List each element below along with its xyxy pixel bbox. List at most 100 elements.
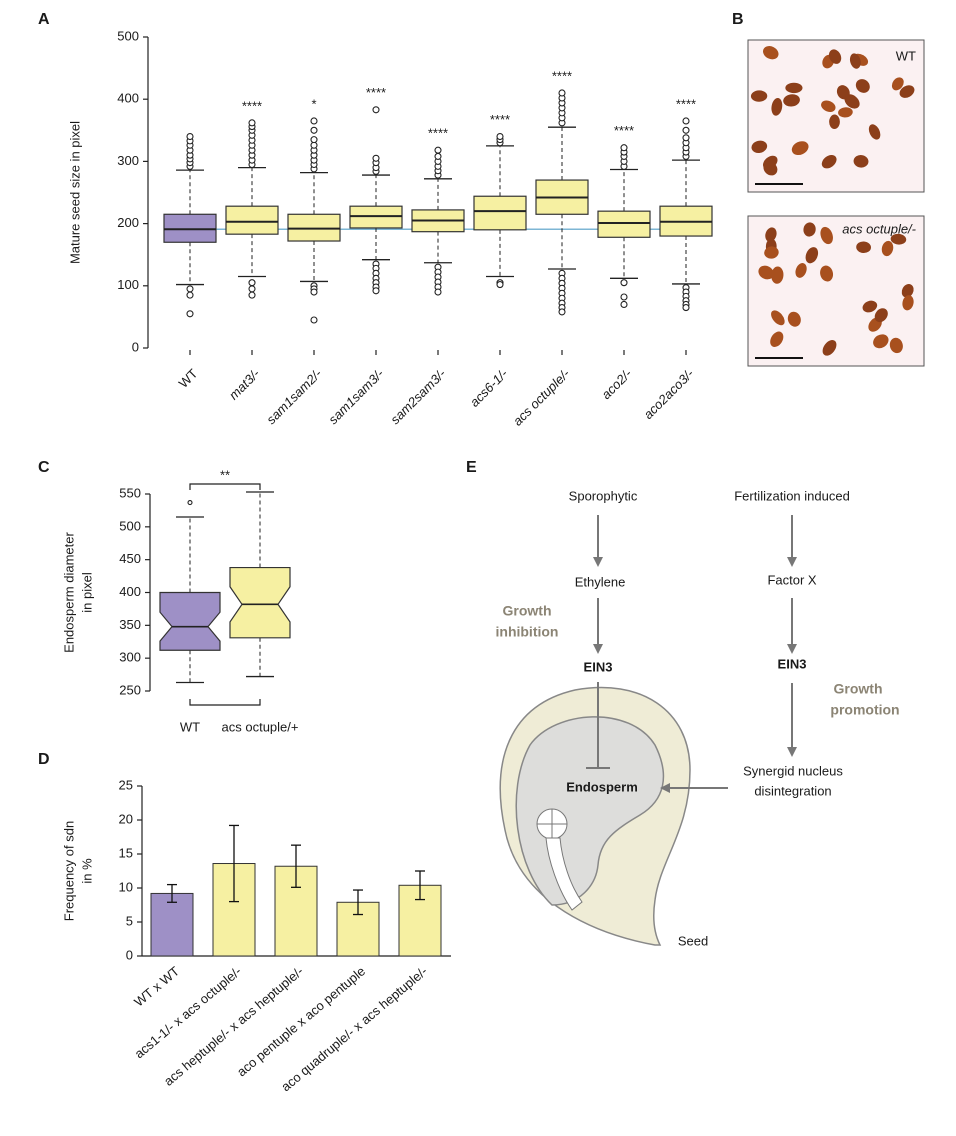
outlier (434, 146, 442, 154)
seed (758, 265, 774, 280)
seed-images (747, 39, 925, 367)
seed (889, 337, 903, 354)
node-label: Sporophytic (569, 488, 638, 503)
box (597, 210, 651, 238)
seed (821, 154, 837, 169)
seed (868, 124, 881, 140)
y-axis-label: in % (79, 858, 94, 884)
seed (771, 266, 784, 284)
x-tick-label: aco pentuple x aco pentuple (234, 963, 368, 1079)
node-label: EIN3 (584, 659, 613, 674)
y-tick-label: 10 (119, 879, 133, 894)
seed (881, 240, 894, 257)
seed (803, 222, 816, 237)
seed (844, 94, 860, 109)
outlier (372, 154, 380, 162)
outlier (558, 308, 566, 316)
outlier (372, 106, 380, 114)
seed (751, 140, 768, 154)
effect-label: Growth (503, 603, 552, 619)
y-tick-label: 500 (117, 28, 139, 43)
seed (874, 308, 888, 323)
y-tick-label: 300 (119, 650, 141, 665)
outlier (682, 134, 690, 142)
outlier (310, 316, 318, 324)
y-axis-label: in pixel (79, 572, 94, 613)
seed (820, 265, 834, 282)
outlier (248, 279, 256, 287)
outlier (372, 287, 380, 295)
seed (770, 331, 784, 347)
significance: **** (552, 68, 572, 83)
x-tick-label: mat3/- (226, 365, 263, 402)
outlier (186, 310, 194, 318)
outlier (620, 144, 628, 152)
box (229, 566, 291, 639)
image-label: acs octuple/- (842, 221, 916, 236)
panel-label: D (38, 751, 50, 768)
seed (862, 300, 878, 313)
outlier (186, 291, 194, 299)
effect-label: inhibition (496, 624, 559, 640)
y-tick-label: 5 (126, 913, 133, 928)
x-tick-label: WT (180, 719, 200, 734)
significance: * (311, 96, 316, 111)
seed (822, 340, 837, 356)
y-tick-label: 300 (117, 153, 139, 168)
seed (891, 77, 904, 91)
y-tick-label: 0 (132, 339, 139, 354)
seed (763, 161, 778, 176)
x-tick-label: sam2sam3/- (387, 365, 449, 427)
significance: **** (242, 98, 262, 113)
y-tick-label: 350 (119, 617, 141, 632)
group-bracket (189, 699, 261, 706)
y-tick-label: 400 (117, 91, 139, 106)
significance: **** (490, 112, 510, 127)
outlier (620, 300, 628, 309)
y-axis-label: Endosperm diameter (61, 531, 76, 652)
seed (899, 85, 915, 98)
effect-label: Growth (834, 681, 883, 697)
y-tick-label: 450 (119, 551, 141, 566)
x-tick-label: aco2/- (598, 365, 635, 402)
node-label: disintegration (754, 783, 831, 798)
y-tick-label: 200 (117, 215, 139, 230)
significance: **** (366, 85, 386, 100)
seed (785, 82, 803, 94)
seed (902, 295, 914, 311)
seed (890, 233, 907, 245)
node-label: Ethylene (575, 574, 626, 589)
outlier (186, 285, 194, 293)
seed (764, 246, 779, 259)
significance: **** (428, 126, 448, 141)
outlier (310, 288, 318, 296)
seed (873, 334, 889, 349)
seed (791, 141, 809, 156)
outlier (248, 291, 256, 299)
seed (821, 100, 836, 112)
seed (901, 284, 914, 298)
seed (805, 247, 819, 264)
x-tick-label: sam1sam2/- (263, 365, 325, 427)
y-tick-label: 15 (119, 845, 133, 860)
outlier (682, 304, 690, 312)
node-label: Endosperm (566, 779, 638, 794)
box (159, 591, 221, 651)
y-tick-label: 500 (119, 518, 141, 533)
x-tick-label: acs1-1/- x acs octuple/- (132, 963, 245, 1061)
outlier (496, 281, 504, 289)
seed (795, 263, 807, 278)
outlier (620, 293, 628, 301)
outlier (186, 132, 194, 141)
node-label: EIN3 (778, 656, 807, 671)
seed (771, 310, 785, 326)
panel-label: A (38, 11, 50, 28)
x-tick-label: WT x WT (131, 963, 182, 1009)
seed (765, 227, 777, 242)
panel-label: B (732, 11, 744, 28)
seed (855, 79, 870, 93)
seed (849, 53, 861, 69)
significance: ** (220, 467, 230, 482)
outlier (248, 119, 256, 127)
